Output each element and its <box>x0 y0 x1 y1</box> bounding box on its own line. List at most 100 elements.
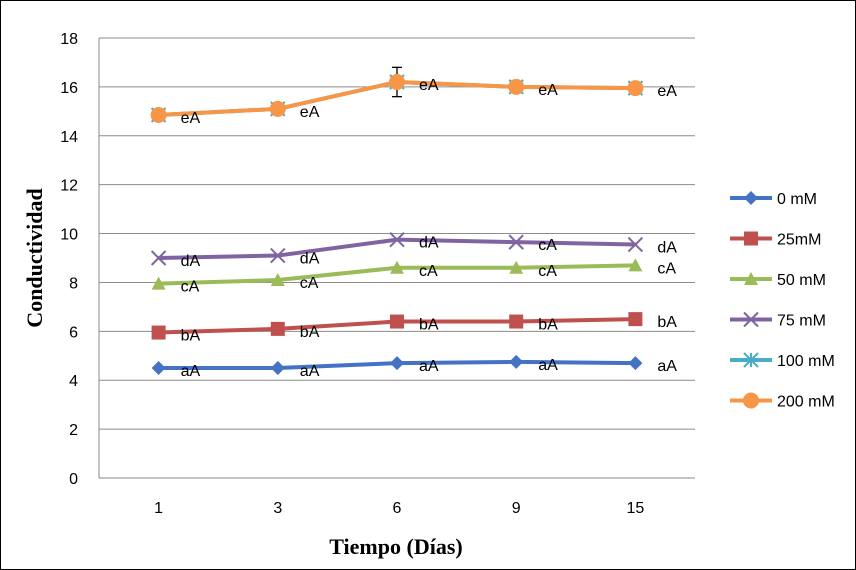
data-label: dA <box>657 240 677 257</box>
x-tick-label: 3 <box>273 500 282 517</box>
x-tick-label: 1 <box>154 500 163 517</box>
data-label: dA <box>300 251 320 268</box>
legend-label: 0 mM <box>777 191 817 208</box>
data-label: eA <box>538 82 558 99</box>
series-25mm <box>151 312 643 340</box>
y-tick-label: 12 <box>60 178 78 195</box>
data-point-diamond <box>744 191 758 205</box>
data-point-diamond <box>509 354 524 369</box>
series-0-mm <box>151 354 643 375</box>
x-tick-label: 6 <box>393 500 402 517</box>
data-point-x <box>743 311 759 328</box>
data-point-x <box>389 231 405 248</box>
data-label: cA <box>419 263 438 280</box>
x-tick-labels: 1 3 6 9 15 <box>154 500 644 517</box>
data-label: cA <box>300 275 319 292</box>
data-point-square <box>509 314 524 329</box>
y-axis-title: Conductividad <box>22 188 47 327</box>
marker-stroke <box>743 311 759 328</box>
data-labels: aA aA aA aA aA bA bA bA bA bA cA cA cA cA cA dA dA dA cA dA… <box>181 77 678 380</box>
data-point-x <box>270 247 286 264</box>
data-point-square <box>390 314 404 329</box>
data-point-square <box>151 325 166 340</box>
data-label: eA <box>181 110 201 127</box>
legend-label: 50 mM <box>777 272 826 289</box>
y-tick-label: 0 <box>69 471 78 488</box>
data-point-circle <box>389 74 405 90</box>
legend-label: 75 mM <box>777 313 826 330</box>
y-tick-label: 10 <box>60 227 78 244</box>
data-label: bA <box>300 324 320 341</box>
data-point-circle <box>627 80 644 97</box>
data-label: cA <box>538 237 557 254</box>
marker-stroke <box>389 231 405 248</box>
series-lines <box>150 66 644 375</box>
data-point-triangle <box>151 276 166 290</box>
data-label: cA <box>538 263 557 280</box>
y-tick-label: 6 <box>69 324 78 341</box>
data-point-x <box>627 236 644 253</box>
data-point-x <box>150 250 167 266</box>
data-point-triangle <box>390 260 404 274</box>
data-label: bA <box>538 317 558 334</box>
legend-item: 100 mM <box>730 352 835 370</box>
data-point-triangle <box>509 260 524 274</box>
data-point-circle <box>743 392 759 409</box>
marker-stroke <box>270 247 286 264</box>
data-point-circle <box>150 107 167 123</box>
series-200-mm <box>150 66 644 123</box>
data-label: dA <box>181 253 201 270</box>
legend-label: 25mM <box>777 232 821 249</box>
legend-label: 100 mM <box>777 353 835 370</box>
x-axis-title: Tiempo (Días) <box>329 534 462 559</box>
x-tick-label: 15 <box>627 500 645 517</box>
y-tick-label: 8 <box>69 275 78 292</box>
data-point-triangle <box>270 273 285 286</box>
y-tick-label: 14 <box>60 129 78 146</box>
legend-label: 200 mM <box>777 394 835 411</box>
data-point-square <box>270 321 285 336</box>
data-label: aA <box>181 363 201 380</box>
legend-item: 50 mM <box>730 272 826 289</box>
y-tick-label: 18 <box>60 31 78 48</box>
data-label: aA <box>419 358 439 375</box>
y-tick-label: 16 <box>60 80 78 97</box>
y-tick-label: 4 <box>69 373 78 390</box>
y-tick-labels: 0 2 4 6 8 10 12 14 16 18 <box>60 31 78 488</box>
legend-item: 0 mM <box>730 191 817 208</box>
data-label: aA <box>300 363 320 380</box>
data-point-star <box>743 352 759 368</box>
data-label: bA <box>419 317 439 334</box>
data-label: bA <box>181 328 201 345</box>
series-line <box>158 237 636 260</box>
data-label: dA <box>419 235 439 252</box>
data-label: bA <box>657 314 677 331</box>
legend: 0 mM 25mM 50 mM 75 mM 100 mM 200 mM <box>730 191 835 411</box>
legend-item: 200 mM <box>730 392 835 411</box>
data-point-square <box>744 231 758 246</box>
marker-stroke <box>150 250 167 266</box>
data-point-circle <box>508 78 525 95</box>
data-point-diamond <box>151 361 166 375</box>
data-point-triangle <box>628 258 643 272</box>
x-tick-label: 9 <box>512 500 521 517</box>
data-label: aA <box>538 357 558 374</box>
data-point-triangle <box>744 272 758 285</box>
marker-stroke <box>508 234 524 250</box>
data-label: eA <box>657 83 677 100</box>
series-50-mm <box>151 258 643 290</box>
data-point-diamond <box>390 356 404 371</box>
data-point-circle <box>269 100 286 117</box>
data-label: aA <box>657 358 677 375</box>
series-75-mm <box>150 231 644 266</box>
data-label: eA <box>300 104 320 121</box>
y-tick-label: 2 <box>69 422 78 439</box>
data-point-square <box>628 312 643 327</box>
data-label: cA <box>657 260 676 277</box>
data-point-x <box>508 234 524 250</box>
data-label: eA <box>419 77 439 94</box>
legend-item: 75 mM <box>730 311 826 330</box>
marker-stroke <box>627 236 644 253</box>
